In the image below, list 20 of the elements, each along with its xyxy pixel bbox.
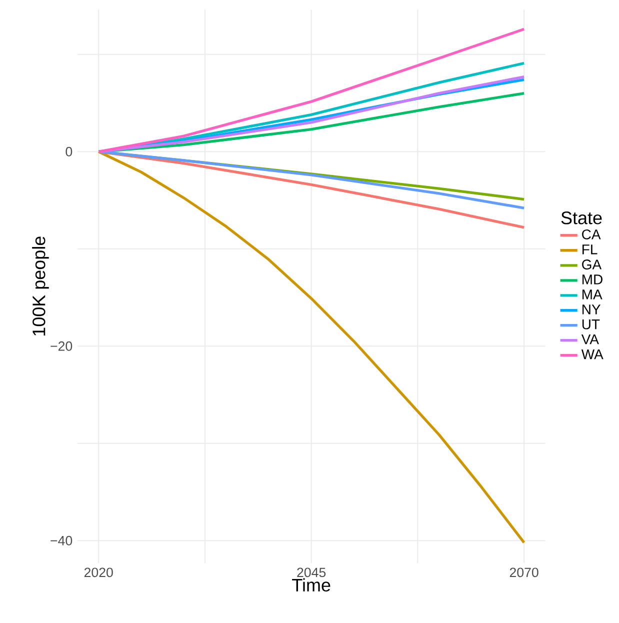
legend-label: MA [582, 290, 602, 300]
legend-title: State [561, 212, 602, 224]
x-tick-label: 2020 [84, 568, 113, 578]
y-tick-label: −20 [50, 341, 72, 351]
legend-label: FL [582, 244, 598, 254]
x-tick-label: 2045 [297, 568, 326, 578]
y-tick-label: 0 [66, 146, 72, 156]
line-series [97, 28, 526, 153]
legend-label: VA [581, 334, 599, 344]
y-tick-label: −40 [50, 536, 72, 546]
legend-label: WA [581, 349, 604, 360]
y-axis-title: 100K people [32, 236, 49, 336]
line-series [97, 150, 526, 544]
legend-label: NY [582, 304, 600, 314]
legend-label: GA [582, 260, 602, 270]
legend-label: MD [582, 274, 602, 284]
legend-label: UT [582, 320, 600, 330]
x-tick-label: 2070 [510, 568, 538, 578]
legend-label: CA [582, 229, 601, 240]
x-axis-title: Time [292, 578, 330, 592]
